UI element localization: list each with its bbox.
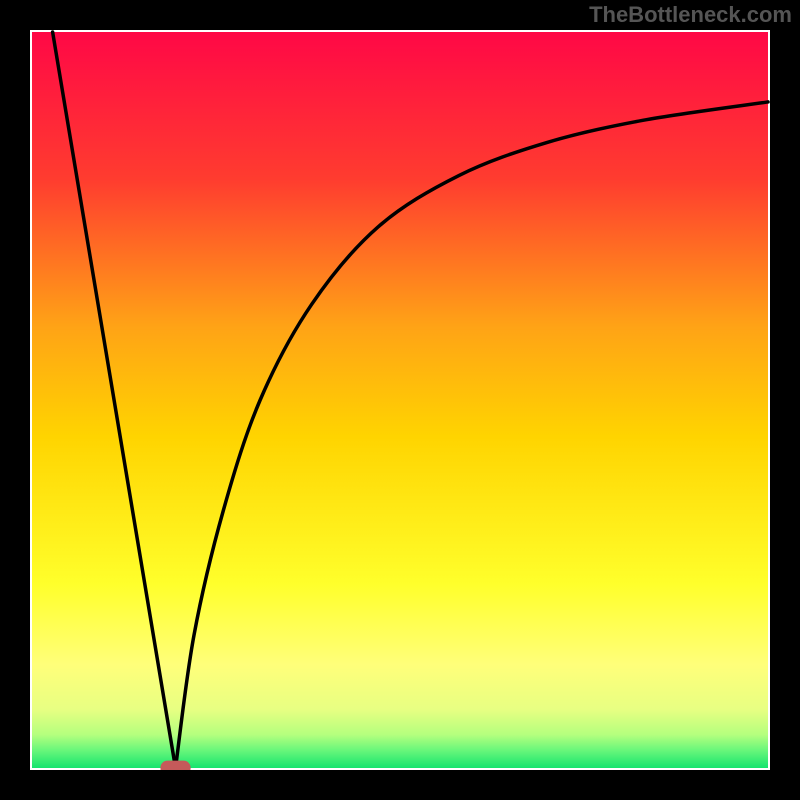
plot-background	[32, 32, 768, 768]
chart-container: TheBottleneck.com	[0, 0, 800, 800]
watermark-text: TheBottleneck.com	[589, 2, 792, 28]
chart-svg	[0, 0, 800, 800]
